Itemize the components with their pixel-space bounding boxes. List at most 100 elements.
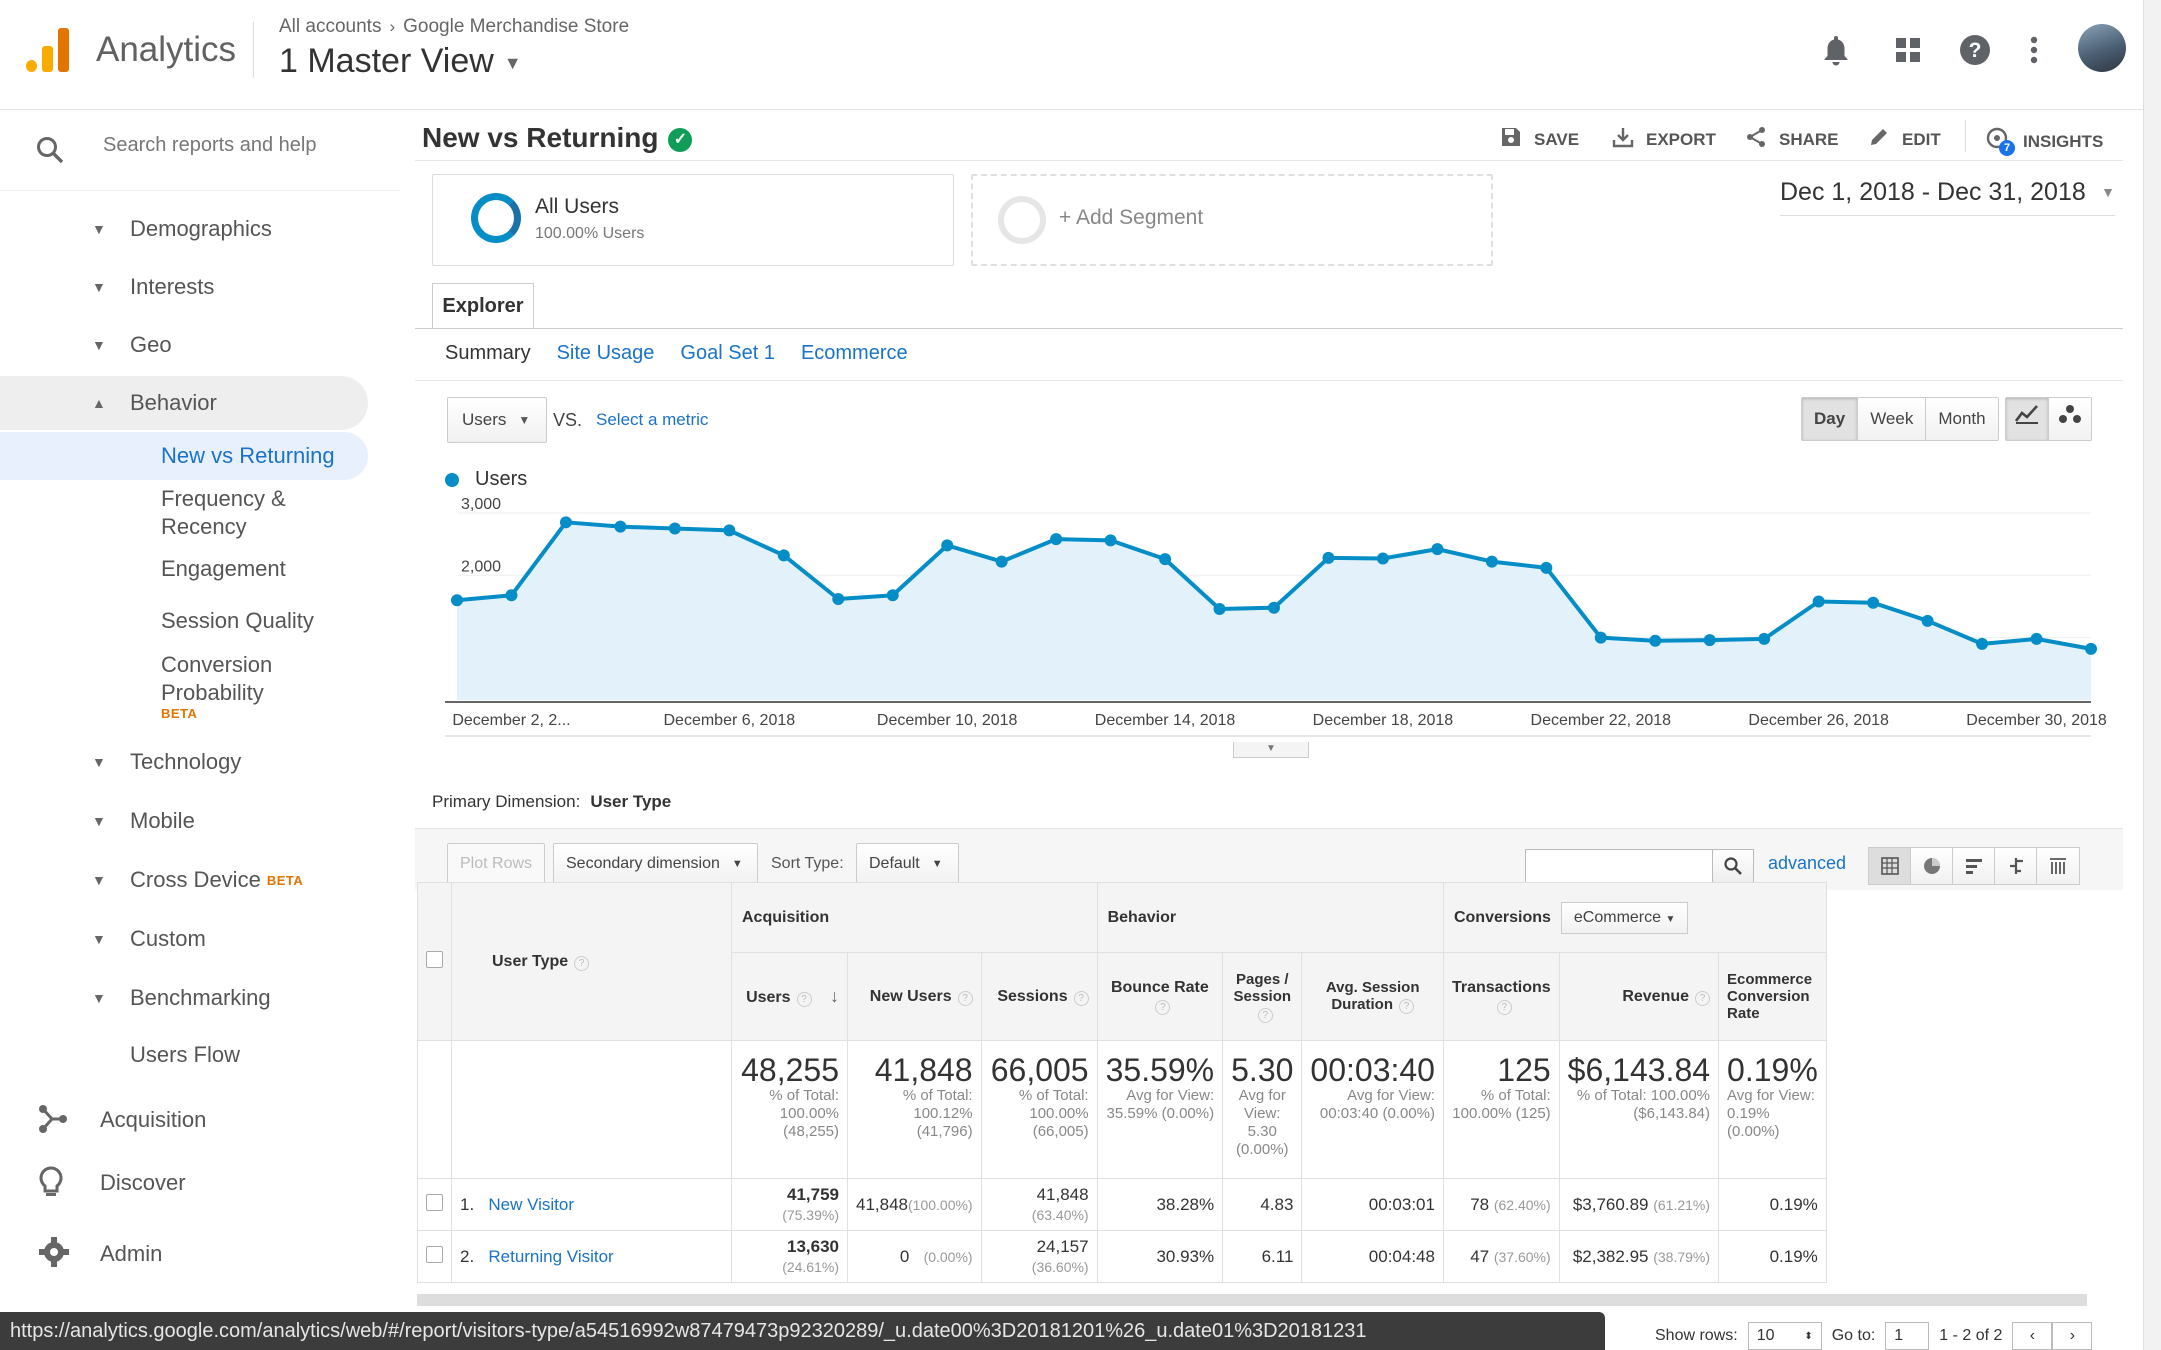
sidebar-item-users-flow[interactable]: Users Flow [130, 1042, 240, 1068]
line-chart-icon[interactable] [2006, 398, 2049, 440]
header-users[interactable]: Users? ↓ [731, 952, 848, 1041]
help-icon[interactable]: ? [1073, 990, 1089, 1006]
date-range-picker[interactable]: Dec 1, 2018 - Dec 31, 2018 ▼ [1780, 178, 2115, 216]
data-point [886, 589, 899, 602]
table-search-input[interactable] [1525, 849, 1713, 883]
sidebar-item-benchmarking[interactable]: ▼ Benchmarking [92, 985, 271, 1011]
sidebar-item-custom[interactable]: ▼ Custom [92, 926, 206, 952]
help-icon[interactable]: ? [796, 992, 812, 1007]
row-avg-session-duration: 00:03:01 [1301, 1178, 1444, 1231]
header-transactions[interactable]: Transactions? [1442, 952, 1560, 1041]
subtab-goal-set-1[interactable]: Goal Set 1 [680, 342, 775, 364]
help-icon[interactable]: ? [1695, 990, 1711, 1006]
sidebar-item-behavior[interactable]: ▲ Behavior [92, 390, 217, 416]
more-vert-icon[interactable] [2014, 30, 2054, 70]
export-button[interactable]: EXPORT [1612, 126, 1716, 154]
sidebar-item-session-quality[interactable]: Session Quality [161, 608, 314, 633]
sidebar-section-discover[interactable]: Discover [100, 1170, 186, 1195]
show-rows-select[interactable]: 10 ⬍ [1747, 1322, 1822, 1350]
sidebar-item-frequency-recency[interactable]: Frequency & Recency [161, 486, 286, 539]
sidebar-item-new-vs-returning[interactable]: New vs Returning [161, 443, 335, 468]
help-icon[interactable]: ? [1496, 999, 1512, 1015]
performance-view-icon[interactable] [1953, 848, 1995, 884]
pie-view-icon[interactable] [1911, 848, 1953, 884]
help-icon[interactable]: ? [1955, 30, 1995, 70]
help-icon[interactable]: ? [1257, 1007, 1273, 1023]
bell-icon[interactable] [1816, 30, 1856, 70]
search-button[interactable] [1712, 849, 1754, 883]
month-button[interactable]: Month [1926, 398, 1998, 440]
subtab-ecommerce[interactable]: Ecommerce [800, 342, 908, 364]
advanced-filter-link[interactable]: advanced [1768, 853, 1847, 873]
breadcrumb-accounts[interactable]: All accounts [279, 16, 382, 37]
help-icon[interactable]: ? [574, 955, 590, 971]
data-table-view-icon[interactable] [1869, 848, 1911, 884]
sidebar-item-mobile[interactable]: ▼ Mobile [92, 808, 195, 834]
sidebar-item-demographics[interactable]: ▼ Demographics [92, 216, 272, 242]
sort-type-dropdown[interactable]: Default ▼ [856, 843, 959, 885]
vertical-scrollbar[interactable] [2143, 0, 2161, 1350]
secondary-dimension-dropdown[interactable]: Secondary dimension ▼ [553, 843, 758, 885]
edit-button[interactable]: EDIT [1868, 126, 1941, 154]
sidebar-item-interests[interactable]: ▼ Interests [92, 274, 214, 300]
view-selector[interactable]: 1 Master View ▼ [279, 42, 522, 81]
horizontal-scrollbar[interactable] [417, 1294, 2087, 1306]
sidebar-item-technology[interactable]: ▼ Technology [92, 749, 241, 775]
sidebar-item-geo[interactable]: ▼ Geo [92, 332, 172, 358]
row-link[interactable]: Returning Visitor [488, 1246, 614, 1266]
select-metric-link[interactable]: Select a metric [596, 410, 709, 429]
insights-button[interactable]: 7 INSIGHTS [1985, 126, 2103, 158]
breadcrumb-property[interactable]: Google Merchandise Store [403, 16, 630, 37]
header-sessions[interactable]: Sessions? [980, 952, 1098, 1041]
header-new-users[interactable]: New Users? [847, 952, 982, 1041]
tab-explorer[interactable]: Explorer [432, 283, 534, 329]
help-icon[interactable]: ? [957, 990, 973, 1006]
add-segment-button[interactable]: + Add Segment [971, 174, 1493, 266]
row-checkbox[interactable] [426, 1193, 443, 1211]
primary-dimension-value[interactable]: User Type [590, 792, 672, 811]
save-button[interactable]: SAVE [1500, 126, 1579, 154]
header-pages-session[interactable]: Pages / Session? [1222, 952, 1303, 1041]
plot-rows-button[interactable]: Plot Rows [447, 843, 546, 885]
segment-all-users[interactable]: All Users 100.00% Users [432, 174, 954, 266]
day-button[interactable]: Day [1802, 398, 1859, 440]
header-user-type[interactable]: User Type? [451, 882, 732, 1041]
search-icon[interactable] [36, 136, 64, 172]
total-value: $6,143.84 [1567, 1052, 1711, 1088]
sidebar-item-conversion-probability[interactable]: Conversion Probability [161, 651, 361, 707]
week-button[interactable]: Week [1858, 398, 1927, 440]
header-avg-session-duration[interactable]: Avg. Session Duration? [1301, 952, 1444, 1041]
motion-chart-icon[interactable] [2049, 398, 2091, 440]
breadcrumb[interactable]: All accounts › Google Merchandise Store [279, 16, 629, 38]
sidebar-section-admin[interactable]: Admin [100, 1241, 163, 1266]
conversion-dropdown[interactable]: eCommerce ▼ [1560, 901, 1689, 934]
row-link[interactable]: New Visitor [488, 1194, 575, 1214]
help-icon[interactable]: ? [1155, 999, 1171, 1015]
sidebar-section-acquisition[interactable]: Acquisition [100, 1107, 207, 1132]
apps-grid-icon[interactable] [1888, 30, 1928, 70]
header-revenue[interactable]: Revenue? [1558, 952, 1720, 1041]
share-button[interactable]: SHARE [1745, 126, 1839, 154]
header-ecommerce-conversion-rate[interactable]: Ecommerce Conversion Rate [1718, 952, 1827, 1041]
subtab-summary[interactable]: Summary [445, 342, 531, 364]
prev-page-button[interactable]: ‹ [2012, 1322, 2053, 1350]
pivot-view-icon[interactable] [2037, 848, 2079, 884]
subtab-site-usage[interactable]: Site Usage [556, 342, 655, 364]
search-input[interactable]: Search reports and help [103, 134, 317, 156]
help-icon[interactable]: ? [1399, 999, 1415, 1014]
chart-resize-handle[interactable]: ▼ [1233, 742, 1309, 758]
avatar[interactable] [2078, 24, 2126, 72]
header-label: Bounce Rate [1110, 978, 1209, 996]
header-bounce-rate[interactable]: Bounce Rate? [1096, 952, 1224, 1041]
sidebar-item-engagement[interactable]: Engagement [161, 556, 286, 581]
row-sessions: 41,848 (63.40%) [980, 1178, 1098, 1231]
metric-dropdown[interactable]: Users ▼ [447, 397, 547, 443]
row-checkbox[interactable] [426, 1245, 443, 1263]
select-all-checkbox[interactable] [426, 950, 443, 968]
next-page-button[interactable]: › [2052, 1322, 2093, 1350]
goto-input[interactable]: 1 [1885, 1322, 1930, 1350]
sidebar-item-cross-device[interactable]: ▼ Cross Device BETA [92, 867, 303, 893]
analytics-logo[interactable] [26, 24, 70, 72]
comparison-view-icon[interactable] [1995, 848, 2037, 884]
